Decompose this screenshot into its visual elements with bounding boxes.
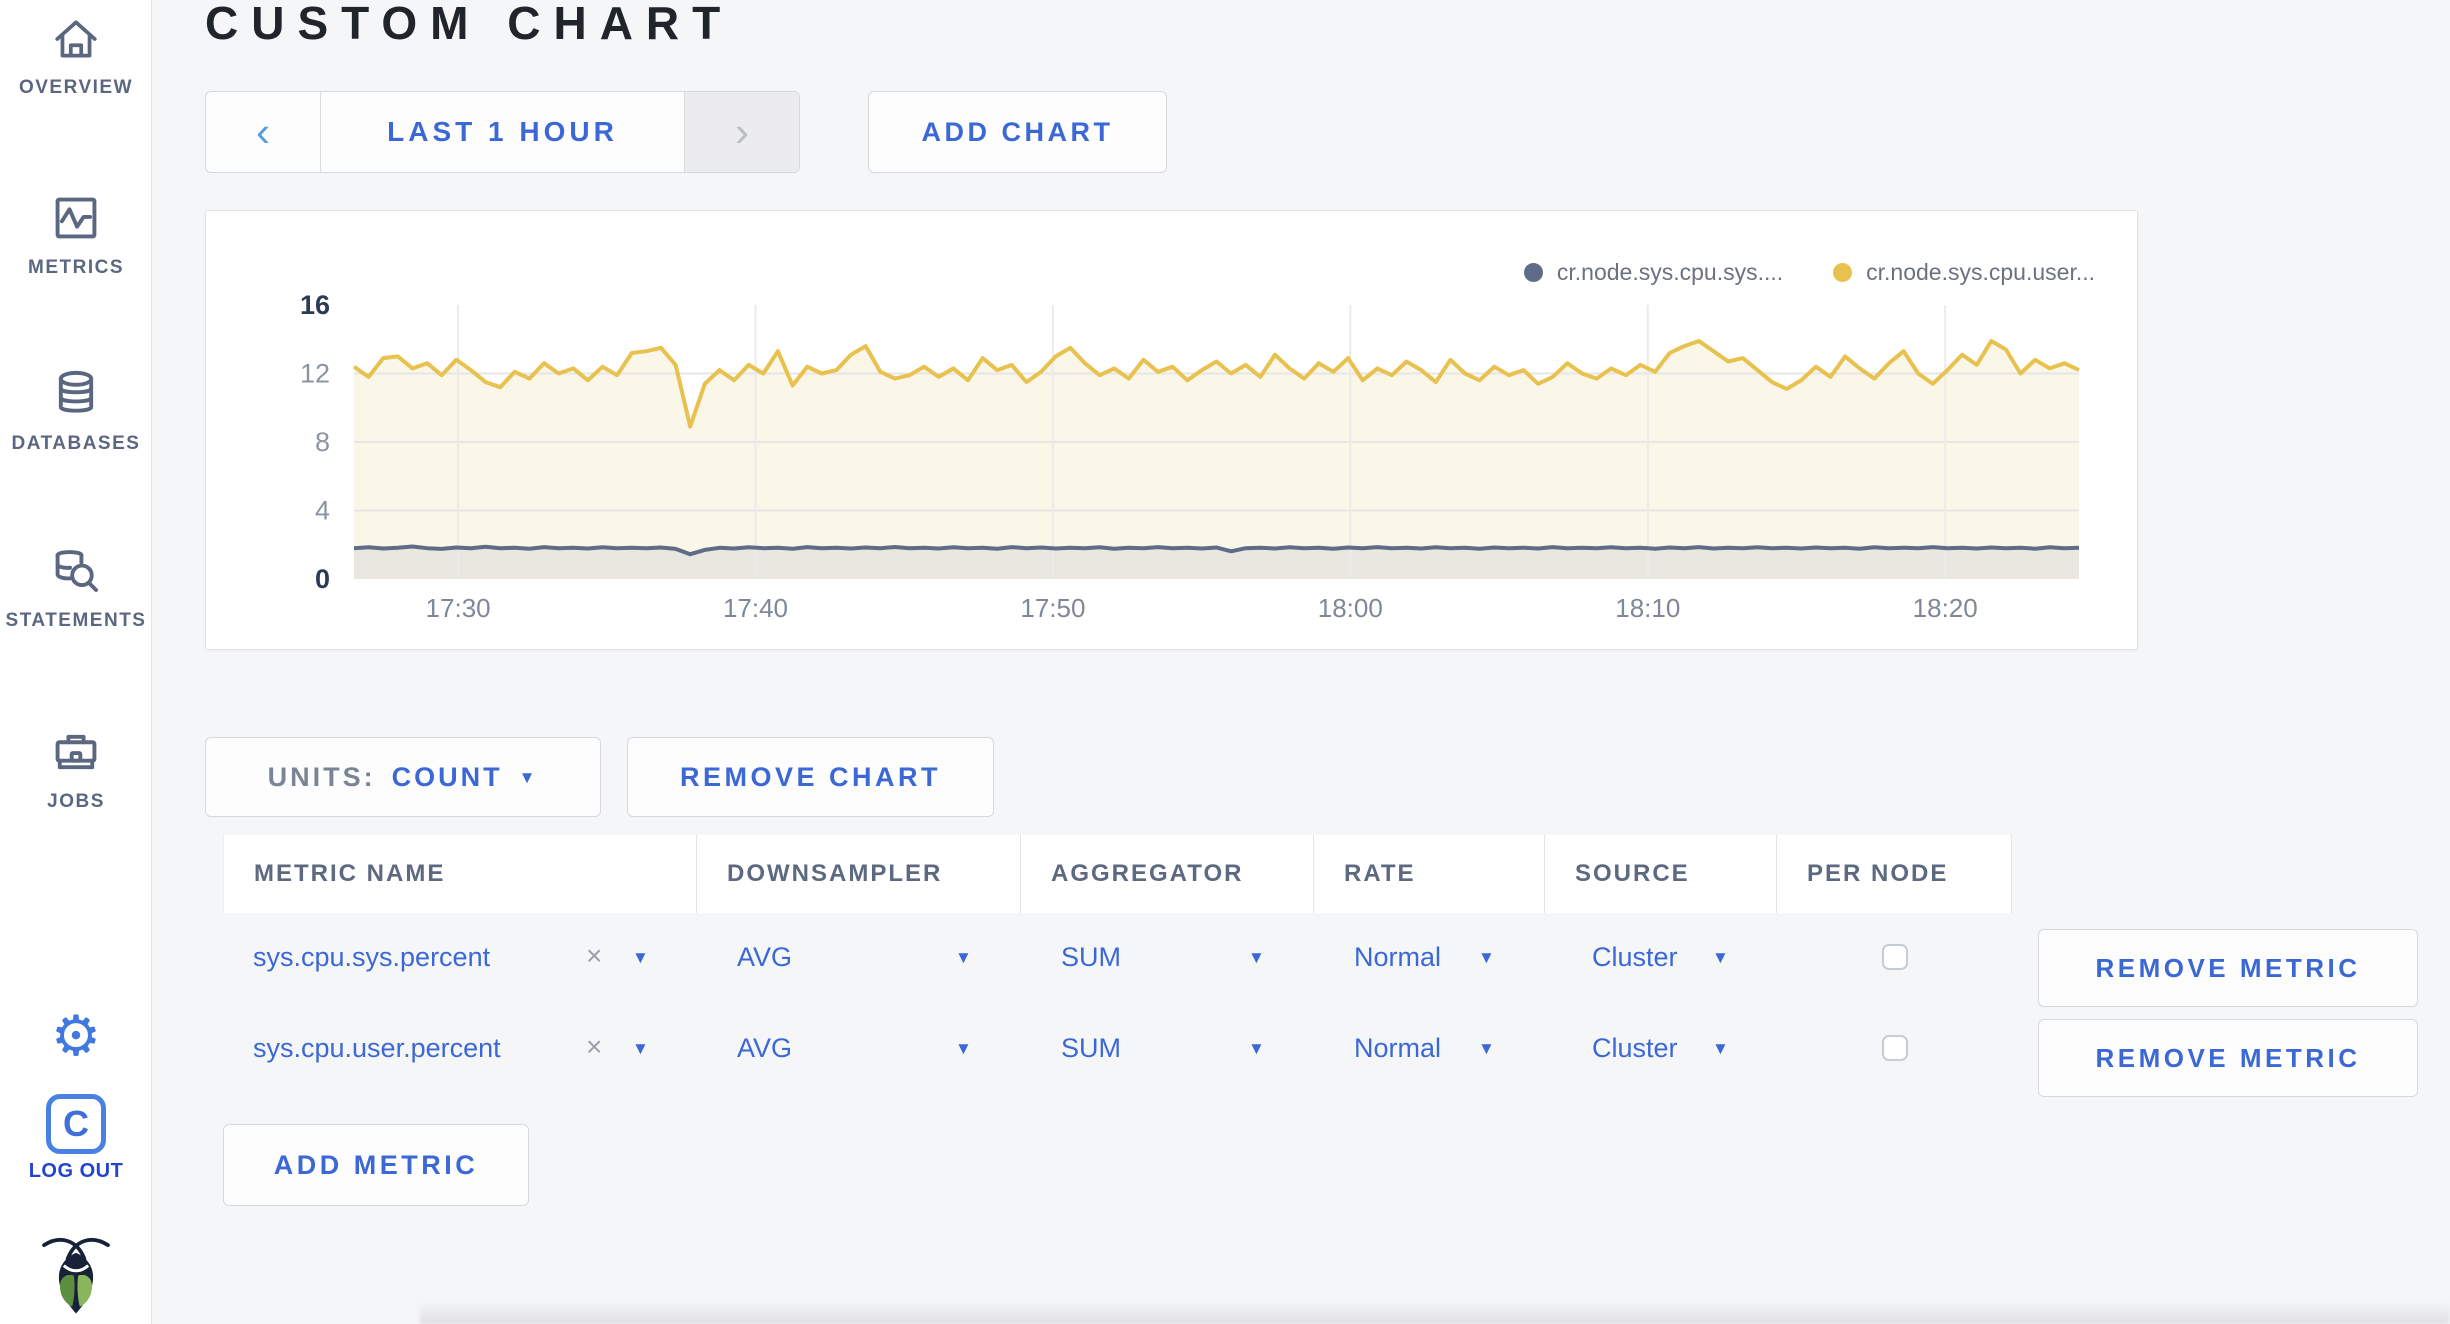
svg-text:17:50: 17:50 [1020, 593, 1085, 623]
chart-panel: cr.node.sys.cpu.sys.... cr.node.sys.cpu.… [205, 210, 2138, 650]
time-next-button[interactable]: › [684, 92, 799, 172]
home-icon [50, 20, 102, 68]
caret-down-icon[interactable]: ▼ [955, 1039, 972, 1058]
col-header-per-node: PER NODE [1777, 835, 2012, 913]
col-header-metric-name: METRIC NAME [223, 835, 697, 913]
page-bottom-shadow [420, 1302, 2450, 1324]
sidebar-item-label: OVERVIEW [18, 77, 134, 98]
svg-text:16: 16 [300, 290, 330, 320]
per-node-checkbox[interactable] [1882, 1035, 1908, 1061]
statements-icon [50, 550, 102, 601]
sidebar-item-metrics[interactable]: METRICS [0, 192, 152, 279]
time-range-selector: ‹ LAST 1 HOUR › [205, 91, 800, 173]
sidebar-item-logo [0, 1230, 152, 1323]
units-value: COUNT [391, 761, 503, 792]
sidebar-item-overview[interactable]: OVERVIEW [0, 14, 152, 99]
svg-text:4: 4 [315, 496, 330, 526]
caret-down-icon[interactable]: ▼ [955, 948, 972, 967]
units-label: UNITS: [267, 761, 376, 792]
chart-legend: cr.node.sys.cpu.sys.... cr.node.sys.cpu.… [1523, 259, 2095, 286]
metrics-table-header: METRIC NAME DOWNSAMPLER AGGREGATOR RATE … [223, 835, 2012, 913]
chevron-left-icon: ‹ [256, 108, 270, 155]
legend-dot-user [1833, 263, 1853, 282]
rate-select[interactable]: Normal [1354, 942, 1442, 972]
caret-down-icon[interactable]: ▼ [1248, 1039, 1265, 1058]
metrics-icon [50, 197, 102, 248]
caret-down-icon: ▼ [518, 767, 539, 787]
rate-select[interactable]: Normal [1354, 1033, 1442, 1063]
time-range-label[interactable]: LAST 1 HOUR [387, 116, 618, 147]
svg-text:18:20: 18:20 [1913, 593, 1978, 623]
col-header-aggregator: AGGREGATOR [1021, 835, 1314, 913]
remove-metric-button[interactable]: REMOVE METRIC [2038, 929, 2418, 1007]
add-metric-button[interactable]: ADD METRIC [223, 1124, 529, 1206]
sidebar-item-settings[interactable]: ⚙ [0, 1008, 152, 1064]
caret-down-icon[interactable]: ▼ [1712, 1039, 1729, 1058]
caret-down-icon[interactable]: ▼ [1478, 1039, 1495, 1058]
remove-chart-button[interactable]: REMOVE CHART [627, 737, 994, 817]
legend-item-user[interactable]: cr.node.sys.cpu.user... [1833, 259, 2095, 286]
legend-dot-sys [1523, 263, 1543, 282]
gear-icon: ⚙ [50, 1004, 102, 1067]
source-select[interactable]: Cluster [1592, 942, 1678, 972]
metric-name-field[interactable]: sys.cpu.sys.percent [253, 942, 491, 972]
remove-metric-button[interactable]: REMOVE METRIC [2038, 1019, 2418, 1097]
logout-label: LOG OUT [28, 1160, 124, 1182]
svg-text:18:00: 18:00 [1318, 593, 1383, 623]
caret-down-icon[interactable]: ▼ [1478, 948, 1495, 967]
legend-label: cr.node.sys.cpu.sys.... [1556, 259, 1784, 285]
cockroach-logo-icon [38, 1238, 114, 1322]
metric-caret-icon[interactable]: ▼ [632, 1039, 649, 1058]
svg-text:12: 12 [300, 359, 330, 389]
svg-text:8: 8 [315, 427, 330, 457]
add-chart-button[interactable]: ADD CHART [868, 91, 1167, 173]
legend-label: cr.node.sys.cpu.user... [1866, 259, 2095, 285]
caret-down-icon[interactable]: ▼ [1712, 948, 1729, 967]
metric-caret-icon[interactable]: ▼ [632, 948, 649, 967]
sidebar-item-databases[interactable]: DATABASES [0, 368, 152, 455]
chevron-right-icon: › [735, 108, 749, 155]
sidebar-item-jobs[interactable]: JOBS [0, 726, 152, 813]
database-icon [50, 370, 102, 424]
col-header-source: SOURCE [1545, 835, 1777, 913]
sidebar: OVERVIEW METRICS DATABASES [0, 0, 152, 1324]
metric-name-field[interactable]: sys.cpu.user.percent [253, 1033, 501, 1063]
sidebar-item-label: DATABASES [11, 433, 141, 454]
sidebar-item-label: METRICS [28, 257, 124, 278]
per-node-checkbox[interactable] [1882, 944, 1908, 970]
col-header-rate: RATE [1314, 835, 1545, 913]
sidebar-item-logout[interactable]: C LOG OUT [0, 1094, 152, 1183]
aggregator-select[interactable]: SUM [1061, 942, 1121, 972]
svg-text:18:10: 18:10 [1615, 593, 1680, 623]
time-prev-button[interactable]: ‹ [206, 92, 321, 172]
page-title: CUSTOM CHART [205, 0, 734, 49]
downsampler-select[interactable]: AVG [737, 942, 793, 972]
aggregator-select[interactable]: SUM [1061, 1033, 1121, 1063]
clear-metric-icon[interactable]: × [586, 1031, 603, 1062]
svg-text:17:30: 17:30 [426, 593, 491, 623]
sidebar-item-label: STATEMENTS [5, 610, 147, 631]
caret-down-icon[interactable]: ▼ [1248, 948, 1265, 967]
col-header-downsampler: DOWNSAMPLER [697, 835, 1021, 913]
units-dropdown[interactable]: UNITS: COUNT ▼ [205, 737, 601, 817]
downsampler-select[interactable]: AVG [737, 1033, 793, 1063]
timeseries-chart: 0 4 8 12 16 17:30 17:40 17:50 18:00 18:10 18:20 [300, 290, 2080, 623]
legend-item-sys[interactable]: cr.node.sys.cpu.sys.... [1523, 259, 1784, 286]
sidebar-item-statements[interactable]: STATEMENTS [0, 545, 152, 632]
svg-text:0: 0 [315, 564, 330, 594]
sidebar-item-label: JOBS [47, 791, 105, 812]
briefcase-icon [50, 734, 102, 782]
svg-text:17:40: 17:40 [723, 593, 788, 623]
clear-metric-icon[interactable]: × [586, 940, 603, 971]
source-select[interactable]: Cluster [1592, 1033, 1678, 1063]
logout-icon: C [46, 1094, 106, 1154]
